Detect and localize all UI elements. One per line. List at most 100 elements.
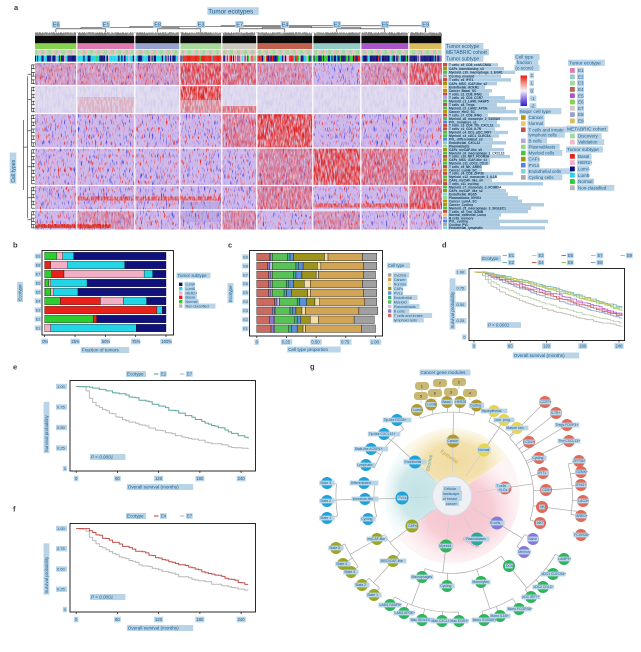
svg-text:0: 0 — [531, 88, 534, 93]
svg-text:State 1: State 1 — [367, 593, 378, 597]
svg-text:Cycling: Cycling — [532, 456, 543, 460]
svg-text:B cells: B cells — [394, 309, 405, 313]
svg-text:T cells_c5_Trm_GZMB: T cells_c5_Trm_GZMB — [449, 210, 484, 214]
svg-text:E6: E6 — [578, 100, 584, 105]
svg-text:Tumor subtype: Tumor subtype — [446, 56, 479, 62]
svg-text:FCGR3A+: FCGR3A+ — [574, 533, 590, 537]
svg-text:Mono IL1B+: Mono IL1B+ — [491, 614, 509, 618]
svg-text:Lum. prog.: Lum. prog. — [495, 418, 511, 422]
svg-text:PVL_cycling: PVL_cycling — [449, 220, 468, 224]
svg-text:IL7R+: IL7R+ — [551, 411, 560, 415]
svg-text:E6: E6 — [53, 23, 60, 29]
svg-text:Differentiated: Differentiated — [351, 481, 371, 485]
svg-text:5: 5 — [420, 394, 423, 399]
svg-text:Cancer_LumA_SC: Cancer_LumA_SC — [449, 199, 478, 203]
svg-text:E8: E8 — [36, 263, 41, 267]
svg-text:Validation: Validation — [578, 140, 598, 145]
svg-text:E2: E2 — [161, 372, 167, 377]
svg-text:Plasmablasts: Plasmablasts — [466, 537, 486, 541]
svg-text:Ecotype: Ecotype — [482, 256, 499, 261]
svg-text:Normal: Normal — [478, 448, 489, 452]
svg-text:E1: E1 — [578, 68, 584, 73]
svg-text:Basal: Basal — [186, 296, 195, 300]
svg-text:E7: E7 — [236, 23, 243, 29]
svg-text:T cells_c3_CD4_Tfh_CXCL13: T cells_c3_CD4_Tfh_CXCL13 — [449, 124, 493, 128]
svg-text:-2: -2 — [531, 104, 535, 109]
svg-text:Non-classified: Non-classified — [578, 185, 607, 190]
svg-text:T cells_c4_CD8_ZFP36: T cells_c4_CD8_ZFP36 — [449, 172, 484, 176]
svg-text:GZMK+: GZMK+ — [576, 470, 588, 474]
svg-text:Mono S100A9+: Mono S100A9+ — [473, 618, 496, 622]
svg-text:Tip-like RGS5+: Tip-like RGS5+ — [384, 418, 407, 422]
svg-text:Cancer: Cancer — [529, 115, 544, 120]
svg-text:Normal: Normal — [394, 282, 406, 286]
svg-text:LAG3+: LAG3+ — [578, 499, 589, 503]
svg-text:T cells and innate: T cells and innate — [529, 127, 565, 132]
svg-text:Cell types: Cell types — [11, 159, 17, 182]
svg-text:a: a — [14, 3, 19, 12]
svg-text:CAFs_MSC_iCAF-like_s1: CAFs_MSC_iCAF-like_s1 — [449, 158, 487, 162]
svg-text:Normal: Normal — [186, 300, 198, 304]
svg-text:0: 0 — [75, 476, 78, 481]
svg-text:c: c — [228, 241, 232, 250]
svg-text:Tumor subtype: Tumor subtype — [178, 273, 208, 278]
svg-text:E9: E9 — [422, 23, 429, 29]
svg-text:Myeloid_c7_monocyte_3_FCGR3A: Myeloid_c7_monocyte_3_FCGR3A — [449, 185, 502, 189]
svg-text:Myeloid_c9_macrophage_2_CXCL10: Myeloid_c9_macrophage_2_CXCL10 — [449, 151, 505, 155]
svg-text:0.50: 0.50 — [457, 302, 466, 307]
svg-text:Cancer_Her2_SC: Cancer_Her2_SC — [449, 110, 476, 114]
svg-text:CAFs: CAFs — [529, 157, 541, 162]
svg-text:P < 0.0001: P < 0.0001 — [91, 455, 114, 460]
svg-text:240: 240 — [238, 476, 246, 481]
svg-text:of breast: of breast — [443, 497, 457, 501]
svg-text:1.00: 1.00 — [57, 384, 66, 389]
svg-text:Plasmablasts_IGHG1: Plasmablasts_IGHG1 — [449, 196, 481, 200]
svg-text:cancer: cancer — [446, 502, 458, 506]
svg-text:2: 2 — [458, 380, 461, 385]
svg-text:PVL_differentiated_s3: PVL_differentiated_s3 — [449, 138, 483, 142]
svg-text:Lymphatic: Lymphatic — [357, 463, 373, 467]
svg-text:Cycling: Cycling — [394, 273, 406, 277]
svg-text:E6: E6 — [243, 282, 248, 286]
svg-text:Cancer: Cancer — [447, 439, 459, 443]
svg-text:240: 240 — [238, 617, 246, 622]
svg-text:E9: E9 — [627, 253, 633, 258]
svg-text:pDC IRF7+: pDC IRF7+ — [522, 595, 539, 599]
svg-text:T cells_c11_cycling: T cells_c11_cycling — [449, 182, 479, 186]
svg-text:Tumor ecotype: Tumor ecotype — [569, 61, 601, 67]
svg-text:METABRIC cohort: METABRIC cohort — [446, 50, 487, 56]
svg-text:LumB: LumB — [427, 403, 437, 407]
svg-text:Endothelial_RGS5: Endothelial_RGS5 — [449, 192, 477, 196]
svg-text:Mature lum.: Mature lum. — [507, 426, 525, 430]
svg-text:f: f — [13, 505, 16, 514]
svg-text:State 4: State 4 — [336, 562, 347, 566]
svg-text:0.25: 0.25 — [457, 318, 466, 323]
svg-text:NK: NK — [540, 505, 545, 509]
svg-text:120: 120 — [155, 476, 163, 481]
svg-text:Tumor subtype: Tumor subtype — [567, 147, 599, 153]
svg-text:E2: E2 — [36, 317, 41, 321]
svg-text:Cycling: Cycling — [440, 584, 451, 588]
svg-text:cDC2 CD1C+: cDC2 CD1C+ — [534, 585, 555, 589]
svg-text:fraction: fraction — [517, 60, 533, 65]
svg-text:60: 60 — [115, 617, 120, 622]
svg-text:Cell type: Cell type — [515, 55, 533, 60]
svg-text:E4: E4 — [578, 87, 584, 92]
svg-text:E4: E4 — [282, 23, 289, 29]
svg-text:T cells_c9_NK_AREG: T cells_c9_NK_AREG — [449, 165, 482, 169]
svg-text:180: 180 — [196, 476, 204, 481]
svg-text:E6: E6 — [568, 260, 574, 265]
svg-text:Ecotype: Ecotype — [18, 284, 23, 301]
svg-text:25%: 25% — [71, 339, 80, 344]
svg-text:E1: E1 — [243, 327, 248, 331]
svg-text:myCAF-like: myCAF-like — [368, 537, 386, 541]
svg-text:T cells_c1_CD4_IL7R: T cells_c1_CD4_IL7R — [449, 127, 482, 131]
svg-text:DCs: DCs — [506, 564, 513, 568]
svg-text:Cycling cells: Cycling cells — [529, 175, 555, 180]
svg-text:0.75: 0.75 — [341, 340, 350, 345]
svg-text:Endothelial cells: Endothelial cells — [529, 169, 562, 174]
svg-text:CAFs_MSC_iCAF-like_s2: CAFs_MSC_iCAF-like_s2 — [449, 82, 487, 86]
svg-text:Tumor ecotypes: Tumor ecotypes — [208, 8, 253, 15]
svg-text:g: g — [310, 362, 315, 371]
svg-text:PVLs: PVLs — [394, 291, 403, 295]
